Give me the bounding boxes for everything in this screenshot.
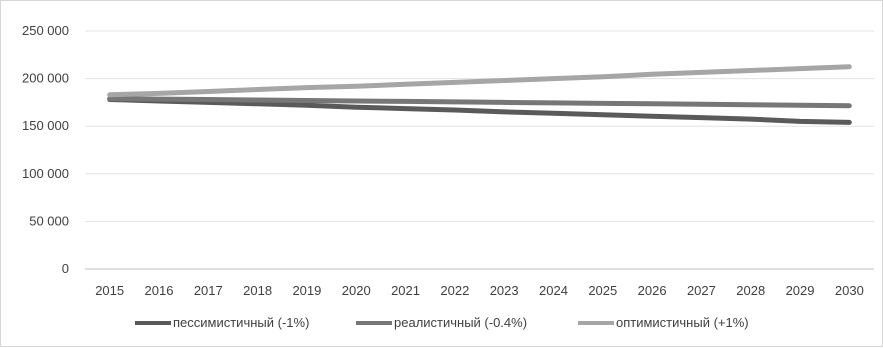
y-tick-label: 50 000 bbox=[29, 213, 69, 228]
series-line-1 bbox=[107, 97, 852, 125]
series-lines bbox=[107, 64, 852, 125]
y-tick-label: 250 000 bbox=[22, 23, 69, 38]
y-tick-label: 100 000 bbox=[22, 166, 69, 181]
x-tick-label: 2015 bbox=[95, 283, 124, 298]
y-tick-label: 0 bbox=[62, 261, 69, 276]
x-tick-label: 2017 bbox=[194, 283, 223, 298]
x-tick-label: 2030 bbox=[835, 283, 864, 298]
series-line-2 bbox=[107, 96, 852, 109]
x-tick-label: 2028 bbox=[736, 283, 765, 298]
x-axis-ticks: 2015 2016 2017 2018 2019 2020 2021 2022 2023 2024… bbox=[95, 283, 864, 298]
y-axis-ticks: 0 50 000 100 000 150 000 200 000 250 000 bbox=[22, 23, 69, 276]
grid-lines bbox=[85, 30, 874, 270]
x-tick-label: 2022 bbox=[440, 283, 469, 298]
legend-label: пессимистичный (-1%) bbox=[173, 315, 309, 330]
x-tick-label: 2016 bbox=[145, 283, 174, 298]
x-tick-label: 2027 bbox=[687, 283, 716, 298]
x-tick-label: 2026 bbox=[638, 283, 667, 298]
series-line-3 bbox=[107, 64, 852, 98]
x-tick-label: 2025 bbox=[588, 283, 617, 298]
x-tick-label: 2021 bbox=[391, 283, 420, 298]
legend: пессимистичный (-1%) реалистичный (-0.4%)… bbox=[135, 315, 749, 330]
x-tick-label: 2023 bbox=[490, 283, 519, 298]
x-tick-label: 2018 bbox=[243, 283, 272, 298]
x-tick-label: 2024 bbox=[539, 283, 568, 298]
y-tick-label: 200 000 bbox=[22, 71, 69, 86]
x-tick-label: 2020 bbox=[342, 283, 371, 298]
x-tick-label: 2029 bbox=[786, 283, 815, 298]
legend-label: реалистичный (-0.4%) bbox=[394, 315, 527, 330]
y-tick-label: 150 000 bbox=[22, 118, 69, 133]
legend-label: оптимистичный (+1%) bbox=[616, 315, 749, 330]
x-tick-label: 2019 bbox=[292, 283, 321, 298]
